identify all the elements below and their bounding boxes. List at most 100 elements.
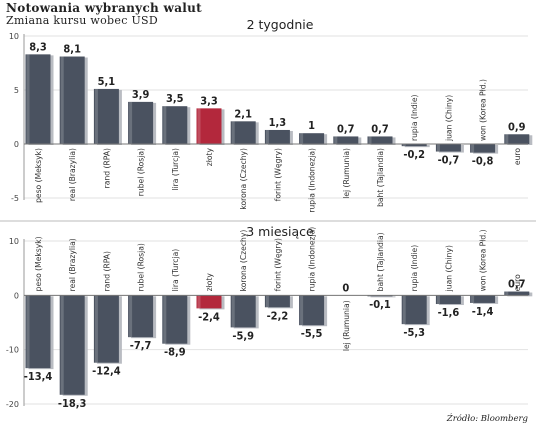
category-label: złoty — [205, 147, 214, 166]
value-label: -7,7 — [130, 339, 152, 352]
category-label: baht (Tajlandia) — [376, 148, 385, 207]
category-label: rupia (Indonezja) — [308, 227, 317, 292]
bar — [59, 56, 85, 144]
bar — [401, 144, 427, 147]
bar — [401, 295, 427, 325]
category-label: lira (Turcja) — [171, 249, 180, 292]
y-tick-label: 5 — [14, 86, 19, 95]
category-label: rupia (Indie) — [410, 245, 419, 292]
category-label: real (Brazylia) — [68, 148, 77, 201]
y-tick-label: 10 — [9, 32, 19, 41]
value-label: 3,9 — [132, 88, 150, 101]
y-tick-label: -5 — [11, 194, 19, 203]
value-label: -5,5 — [301, 327, 323, 340]
bar — [470, 295, 496, 303]
category-label: rand (RPA) — [102, 251, 111, 291]
bar — [264, 295, 290, 308]
bar-highlight — [436, 144, 440, 152]
y-tick-label: -10 — [6, 346, 19, 355]
bar — [435, 144, 461, 152]
bar — [367, 136, 393, 144]
value-label: -1,6 — [438, 306, 460, 319]
bar-highlight — [471, 295, 475, 303]
category-label: forint (Węgry) — [273, 148, 282, 201]
category-label: forint (Węgry) — [273, 238, 282, 291]
bar — [59, 295, 85, 395]
bar — [264, 129, 290, 144]
category-label: baht (Tajlandia) — [376, 232, 385, 291]
chart-panel-1: 2 tygodnie -5 0 5 10 8,3 peso (Meksyk) 8,1 real … — [9, 17, 533, 213]
category-label: euro — [513, 274, 522, 291]
bar-highlight — [334, 136, 338, 144]
value-label: 3,5 — [166, 92, 184, 105]
bar-highlight — [231, 295, 235, 328]
value-label: 5,1 — [98, 75, 116, 88]
panel-title: 2 tygodnie — [247, 17, 314, 32]
bar-highlight — [94, 88, 98, 144]
bar-highlight — [129, 295, 133, 338]
bar-highlight — [231, 121, 235, 144]
value-label: 1,3 — [269, 116, 287, 129]
category-label: juan (Chiny) — [444, 95, 453, 142]
category-label: lira (Turcja) — [171, 148, 180, 191]
value-label: -13,4 — [24, 370, 53, 383]
value-label: 0,7 — [337, 122, 355, 135]
y-tick-label: 0 — [14, 291, 19, 300]
bar — [470, 144, 496, 153]
bar-highlight — [402, 295, 406, 325]
source-note: Źródło: Bloomberg — [446, 414, 528, 424]
y-tick-label: 10 — [9, 237, 19, 246]
category-label: juan (Chiny) — [444, 245, 453, 292]
chart-main-title: Notowania wybranych walut — [6, 1, 202, 15]
category-label: rupia (Indonezja) — [308, 148, 317, 213]
category-label: euro — [513, 148, 522, 165]
bar-highlight — [505, 291, 509, 296]
value-label: -1,4 — [472, 305, 494, 318]
value-label: -8,9 — [164, 346, 186, 359]
value-label: -2,4 — [198, 310, 220, 323]
y-tick-label: 0 — [14, 140, 19, 149]
bar — [196, 108, 222, 144]
category-label: peso (Meksyk) — [34, 236, 43, 291]
bar — [299, 133, 325, 144]
value-label: 0,9 — [508, 120, 526, 133]
category-label: real (Brazylia) — [68, 238, 77, 291]
bar-shadow — [370, 296, 396, 298]
bar — [504, 291, 530, 296]
bar — [230, 121, 256, 144]
bar-highlight — [163, 106, 167, 144]
category-label: korona (Czechy) — [239, 230, 248, 292]
bar — [25, 295, 51, 369]
bar-highlight — [368, 136, 372, 144]
bar — [333, 136, 359, 144]
value-label: -18,3 — [58, 397, 87, 410]
value-label: -0,8 — [472, 155, 494, 168]
category-label: won (Korea Płd.) — [479, 79, 488, 141]
category-label: peso (Meksyk) — [34, 148, 43, 203]
bar-highlight — [265, 129, 269, 144]
value-label: 1 — [308, 119, 315, 132]
bar-highlight — [129, 101, 133, 144]
bar — [162, 295, 188, 344]
bar — [93, 88, 119, 144]
bar — [230, 295, 256, 328]
chart-subtitle: Zmiana kursu wobec USD — [6, 14, 158, 27]
value-label: 0,7 — [371, 122, 389, 135]
bar-highlight — [26, 295, 30, 369]
category-label: lej (Rumunia) — [342, 300, 351, 351]
bar-highlight — [197, 108, 201, 144]
value-label: -0,1 — [369, 298, 391, 311]
bar — [435, 295, 461, 305]
bar-highlight — [94, 295, 98, 363]
bar — [196, 295, 222, 309]
value-label: -0,2 — [403, 148, 425, 161]
value-label: 8,3 — [29, 40, 47, 53]
bar — [25, 54, 51, 144]
value-label: 0,7 — [508, 278, 526, 291]
value-label: 8,1 — [63, 43, 81, 56]
bar-highlight — [402, 144, 406, 147]
category-label: korona (Czechy) — [239, 148, 248, 210]
value-label: 0 — [342, 281, 349, 294]
y-tick-label: -20 — [6, 400, 19, 409]
